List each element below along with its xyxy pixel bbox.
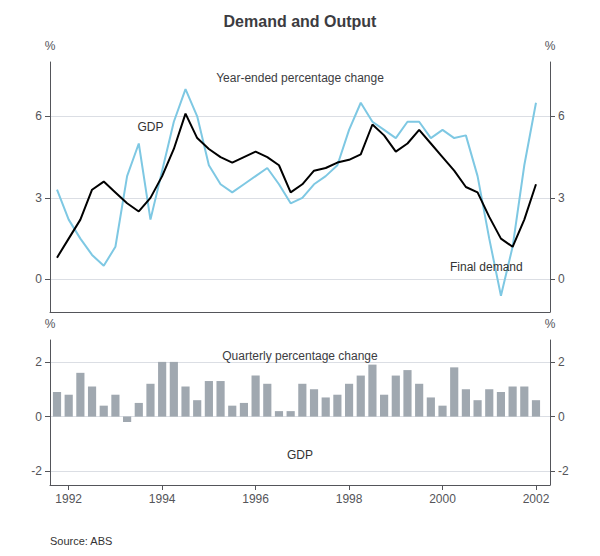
svg-text:3: 3	[35, 191, 42, 205]
svg-text:Final demand: Final demand	[450, 260, 523, 274]
svg-text:-2: -2	[31, 464, 42, 478]
svg-text:GDP: GDP	[287, 448, 313, 462]
svg-text:2000: 2000	[429, 492, 456, 506]
svg-text:1992: 1992	[55, 492, 82, 506]
svg-text:1994: 1994	[149, 492, 176, 506]
svg-text:GDP: GDP	[138, 120, 164, 134]
svg-text:Quarterly percentage change: Quarterly percentage change	[222, 349, 378, 363]
svg-text:Source: ABS: Source: ABS	[50, 535, 112, 547]
svg-text:1996: 1996	[242, 492, 269, 506]
svg-text:3: 3	[558, 191, 565, 205]
svg-text:Demand and Output: Demand and Output	[224, 13, 378, 30]
svg-text:-2: -2	[558, 464, 569, 478]
svg-text:2: 2	[35, 355, 42, 369]
svg-text:0: 0	[35, 272, 42, 286]
svg-text:%: %	[45, 39, 56, 53]
svg-text:6: 6	[558, 109, 565, 123]
svg-text:2002: 2002	[523, 492, 550, 506]
svg-text:0: 0	[558, 272, 565, 286]
svg-text:Year-ended percentage change: Year-ended percentage change	[216, 71, 384, 85]
svg-text:%: %	[545, 39, 556, 53]
svg-text:1998: 1998	[336, 492, 363, 506]
svg-text:%: %	[45, 317, 56, 331]
svg-text:0: 0	[558, 410, 565, 424]
svg-text:%: %	[545, 317, 556, 331]
svg-text:2: 2	[558, 355, 565, 369]
svg-text:6: 6	[35, 109, 42, 123]
svg-text:0: 0	[35, 410, 42, 424]
